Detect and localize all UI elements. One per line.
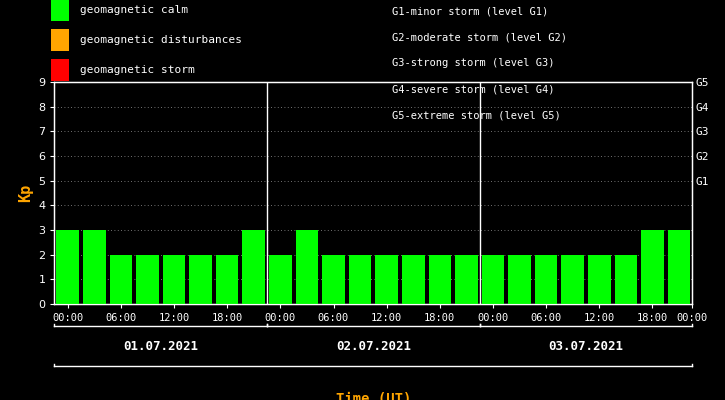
Text: G1-minor storm (level G1): G1-minor storm (level G1) — [392, 6, 548, 16]
Bar — [162, 255, 186, 304]
Bar — [615, 255, 637, 304]
Text: geomagnetic disturbances: geomagnetic disturbances — [80, 35, 241, 45]
Bar — [242, 230, 265, 304]
Y-axis label: Kp: Kp — [17, 184, 33, 202]
Bar — [561, 255, 584, 304]
Bar — [322, 255, 345, 304]
Bar — [136, 255, 159, 304]
Bar — [296, 230, 318, 304]
Text: geomagnetic calm: geomagnetic calm — [80, 5, 188, 15]
Text: 01.07.2021: 01.07.2021 — [123, 340, 198, 353]
Text: G3-strong storm (level G3): G3-strong storm (level G3) — [392, 58, 554, 68]
Bar — [588, 255, 610, 304]
Bar — [535, 255, 558, 304]
Bar — [269, 255, 291, 304]
Text: G4-severe storm (level G4): G4-severe storm (level G4) — [392, 84, 554, 94]
Bar — [428, 255, 451, 304]
Bar — [57, 230, 79, 304]
Bar — [455, 255, 478, 304]
Text: geomagnetic storm: geomagnetic storm — [80, 65, 194, 75]
Text: 02.07.2021: 02.07.2021 — [336, 340, 411, 353]
Bar — [83, 230, 106, 304]
Text: Time (UT): Time (UT) — [336, 392, 411, 400]
Bar — [349, 255, 371, 304]
Text: G5-extreme storm (level G5): G5-extreme storm (level G5) — [392, 110, 560, 120]
Bar — [402, 255, 425, 304]
Text: G2-moderate storm (level G2): G2-moderate storm (level G2) — [392, 32, 566, 42]
Bar — [481, 255, 505, 304]
Bar — [376, 255, 398, 304]
Bar — [109, 255, 132, 304]
Bar — [668, 230, 690, 304]
Text: 03.07.2021: 03.07.2021 — [549, 340, 624, 353]
Bar — [189, 255, 212, 304]
Bar — [508, 255, 531, 304]
Bar — [216, 255, 239, 304]
Bar — [641, 230, 664, 304]
